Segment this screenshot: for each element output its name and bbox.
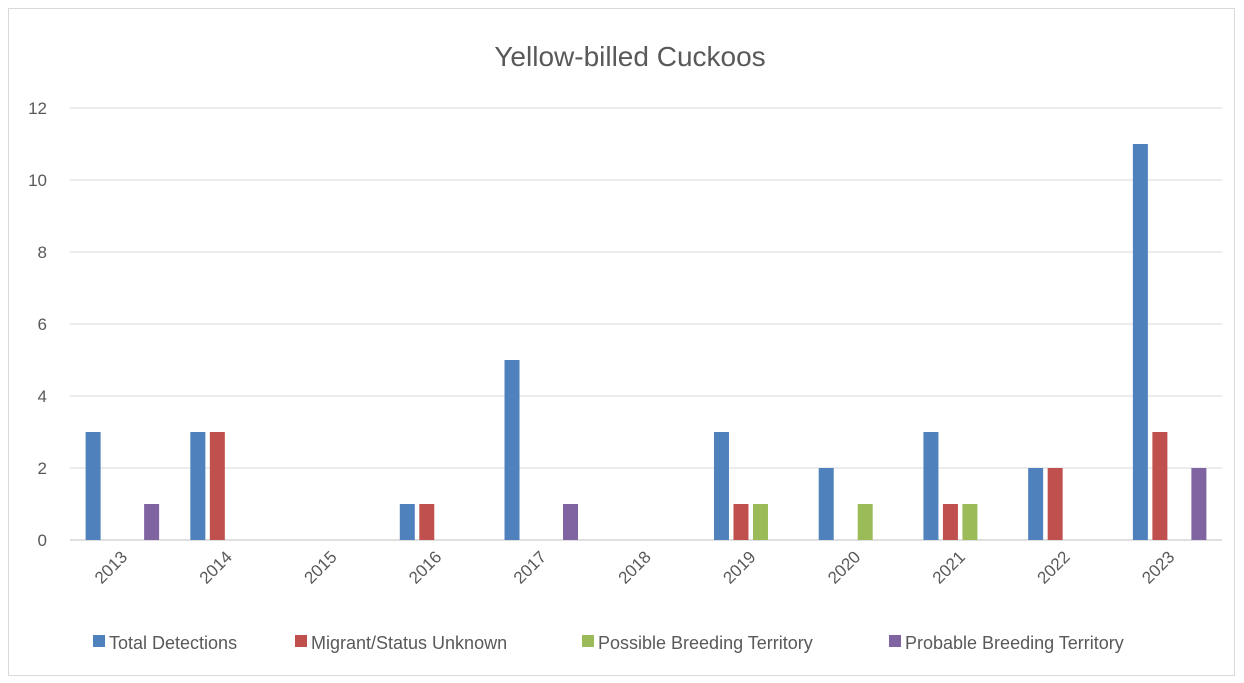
chart-title: Yellow-billed Cuckoos xyxy=(494,41,765,72)
y-tick-label: 8 xyxy=(38,243,47,262)
legend-swatch xyxy=(295,635,307,647)
x-tick-label: 2017 xyxy=(510,547,550,587)
bar xyxy=(1028,468,1044,540)
x-tick-label: 2018 xyxy=(615,547,655,587)
x-tick-label: 2023 xyxy=(1138,547,1178,587)
legend-swatch xyxy=(889,635,901,647)
legend-label: Possible Breeding Territory xyxy=(598,633,813,653)
bar xyxy=(399,504,415,540)
y-tick-label: 4 xyxy=(38,387,47,406)
y-tick-label: 10 xyxy=(28,171,47,190)
bar xyxy=(923,432,939,540)
bar xyxy=(752,504,768,540)
legend-swatch xyxy=(582,635,594,647)
legend-swatch xyxy=(93,635,105,647)
y-axis-ticks: 0 2 4 6 8 10 12 xyxy=(28,99,47,550)
y-tick-label: 2 xyxy=(38,459,47,478)
x-tick-label: 2016 xyxy=(405,547,445,587)
legend-label: Total Detections xyxy=(109,633,237,653)
x-tick-label: 2022 xyxy=(1034,547,1074,587)
legend-label: Probable Breeding Territory xyxy=(905,633,1124,653)
bar xyxy=(962,504,978,540)
bar xyxy=(144,504,160,540)
bar xyxy=(190,432,206,540)
legend: Total Detections Migrant/Status Unknown Po… xyxy=(93,633,1124,653)
bar xyxy=(857,504,873,540)
y-tick-label: 6 xyxy=(38,315,47,334)
x-tick-label: 2019 xyxy=(719,547,759,587)
bar xyxy=(563,504,579,540)
x-axis-ticks: 2013 2014 2015 2016 2017 2018 2019 2020 2021 2022… xyxy=(91,547,1178,587)
bar xyxy=(713,432,729,540)
bar xyxy=(504,360,520,540)
y-tick-label: 0 xyxy=(38,531,47,550)
x-tick-label: 2021 xyxy=(929,547,969,587)
x-tick-label: 2014 xyxy=(196,547,236,587)
legend-label: Migrant/Status Unknown xyxy=(311,633,507,653)
x-tick-label: 2013 xyxy=(91,547,131,587)
bar xyxy=(942,504,958,540)
bar xyxy=(1191,468,1207,540)
bar xyxy=(85,432,101,540)
y-tick-label: 12 xyxy=(28,99,47,118)
bar xyxy=(733,504,749,540)
bar xyxy=(419,504,435,540)
bar xyxy=(209,432,225,540)
bar xyxy=(1132,144,1148,540)
bars xyxy=(85,144,1207,540)
chart-frame xyxy=(8,8,1235,676)
bar xyxy=(1047,468,1063,540)
x-tick-label: 2015 xyxy=(300,547,340,587)
x-tick-label: 2020 xyxy=(824,547,864,587)
bar xyxy=(818,468,834,540)
bar xyxy=(1152,432,1168,540)
